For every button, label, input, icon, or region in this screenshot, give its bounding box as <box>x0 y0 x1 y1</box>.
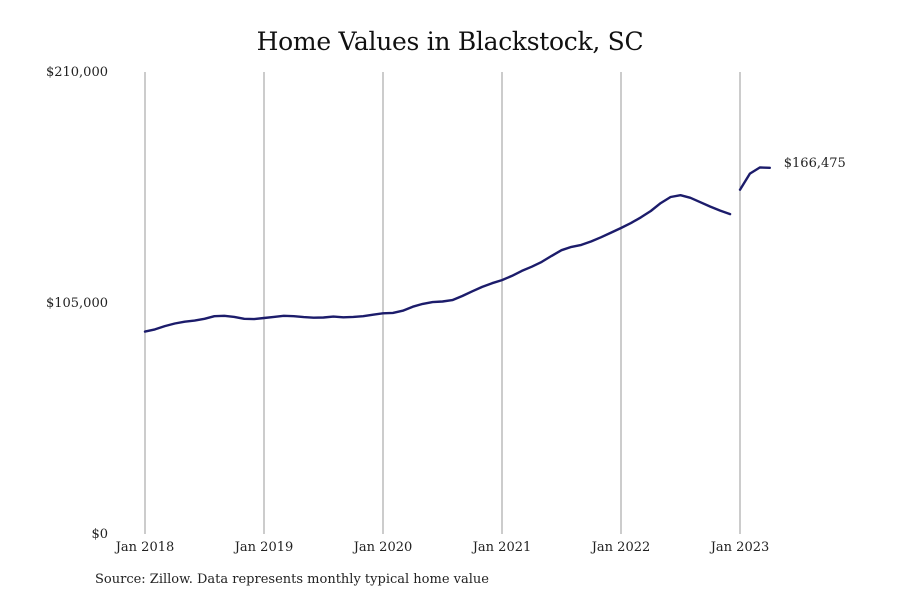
series-line-segment-0 <box>143 193 732 333</box>
gridlines <box>144 72 741 534</box>
series-line-segment-1 <box>738 166 771 191</box>
x-axis: Jan 2018 Jan 2019 Jan 2020 Jan 2021 Jan 2022… <box>114 540 770 555</box>
data-label-last-value: $166,475 <box>784 156 846 171</box>
x-tick-label: Jan 2023 <box>709 540 770 555</box>
y-tick-label: $210,000 <box>46 65 108 80</box>
source-note: Source: Zillow. Data represents monthly … <box>95 572 489 587</box>
y-tick-label: $0 <box>91 527 108 542</box>
y-tick-label: $105,000 <box>46 296 108 311</box>
x-tick-label: Jan 2018 <box>114 540 175 555</box>
series-lines <box>143 166 771 333</box>
annotations: $166,475 <box>784 156 846 171</box>
chart-title: Home Values in Blackstock, SC <box>256 27 644 56</box>
x-tick-label: Jan 2022 <box>590 540 651 555</box>
x-tick-label: Jan 2019 <box>233 540 294 555</box>
x-tick-label: Jan 2020 <box>352 540 413 555</box>
x-tick-label: Jan 2021 <box>471 540 532 555</box>
y-axis: $0 $105,000 $210,000 <box>46 65 108 542</box>
